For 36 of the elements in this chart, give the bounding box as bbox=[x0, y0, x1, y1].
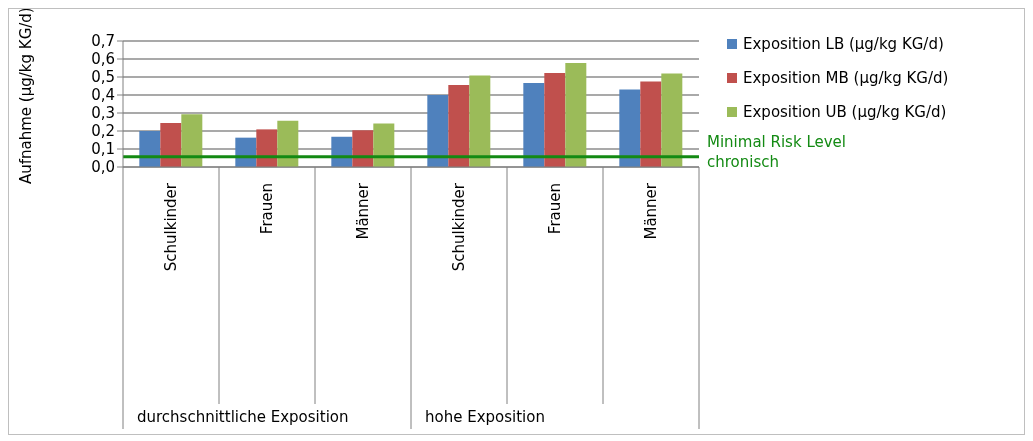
bar bbox=[427, 95, 449, 167]
bar bbox=[619, 89, 641, 167]
bar bbox=[469, 75, 491, 167]
bar bbox=[181, 114, 203, 167]
legend-label: Exposition UB (µg/kg KG/d) bbox=[743, 103, 947, 121]
text: hohe Exposition bbox=[425, 408, 545, 426]
x-tick-label: Männer bbox=[354, 182, 372, 240]
legend-label: Exposition MB (µg/kg KG/d) bbox=[743, 69, 949, 87]
bar bbox=[661, 73, 683, 167]
y-tick-label: 0,6 bbox=[91, 50, 115, 69]
x-tick-label: Schulkinder bbox=[450, 182, 468, 272]
x-tick-label: Schulkinder bbox=[162, 182, 180, 272]
y-tick-label: 0,7 bbox=[91, 32, 115, 51]
text: durchschnittliche Exposition bbox=[137, 408, 349, 426]
ref-line-label: Minimal Risk Level chronisch bbox=[707, 132, 846, 171]
bar bbox=[544, 73, 566, 167]
y-tick-label: 0,4 bbox=[91, 86, 115, 105]
bar bbox=[160, 122, 182, 167]
bar bbox=[373, 123, 395, 167]
y-tick-label: 0,0 bbox=[91, 158, 115, 177]
y-tick-label: 0,2 bbox=[91, 122, 115, 141]
bar bbox=[640, 81, 662, 167]
y-tick-label: 0,1 bbox=[91, 140, 115, 159]
legend-label: Exposition LB (µg/kg KG/d) bbox=[743, 35, 944, 53]
x-tick-label: Frauen bbox=[258, 183, 276, 235]
bar bbox=[565, 62, 587, 167]
bar bbox=[523, 83, 545, 167]
y-tick-label: 0,5 bbox=[91, 68, 115, 87]
y-axis-title: Aufnahme (µg/kg KG/d) bbox=[17, 7, 36, 184]
bar bbox=[352, 130, 374, 167]
y-tick-label: 0,3 bbox=[91, 104, 115, 123]
x-tick-label: Frauen bbox=[546, 183, 564, 235]
x-tick-label: Männer bbox=[642, 182, 660, 240]
bar bbox=[256, 129, 278, 167]
bar bbox=[448, 85, 470, 167]
bar bbox=[277, 120, 299, 167]
